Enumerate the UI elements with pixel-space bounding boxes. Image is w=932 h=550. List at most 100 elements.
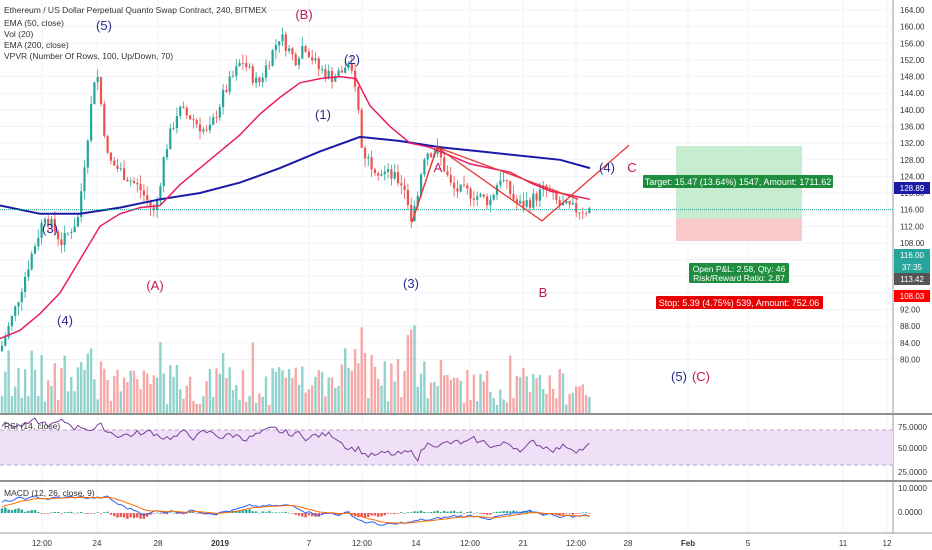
indicator-vpvr[interactable]: VPVR (Number Of Rows, 100, Up/Down, 70) (4, 51, 173, 61)
indicator-ema200[interactable]: EMA (200, close) (4, 40, 69, 50)
volume-bar (301, 366, 304, 413)
macd-hist-bar (162, 513, 165, 514)
candle-body (512, 193, 515, 200)
volume-bar (469, 399, 472, 413)
volume-bar (73, 391, 76, 413)
price-tick-label: 132.00 (900, 139, 925, 148)
macd-hist-bar (271, 512, 274, 514)
macd-hist-bar (40, 513, 43, 514)
candle-body (264, 65, 268, 78)
volume-bar (353, 348, 357, 413)
macd-hist-bar (386, 513, 390, 514)
macd-title[interactable]: MACD (12, 26, close, 9) (4, 488, 95, 498)
volume-bar (317, 370, 320, 413)
candle-body (218, 107, 221, 118)
candle-body (123, 168, 126, 180)
volume-bar (518, 377, 522, 413)
candle-body (86, 140, 89, 168)
candle-body (192, 119, 195, 121)
wave-label[interactable]: (4) (57, 313, 73, 328)
candle-body (228, 76, 231, 92)
candle-body (225, 89, 228, 92)
price-tick-label: 140.00 (900, 106, 925, 115)
wave-label[interactable]: (3) (42, 221, 58, 236)
candle-body (396, 172, 400, 184)
ema50-price-text: 113.42 (900, 275, 924, 284)
volume-bar (99, 361, 103, 413)
macd-hist-bar (581, 512, 584, 514)
macd-pane[interactable]: MACD (12, 26, close, 9) 10.0000 0.0000 (0, 484, 928, 526)
indicator-ema50[interactable]: EMA (50, close) (4, 18, 64, 28)
stop-zone[interactable] (676, 218, 802, 241)
price-tick-label: 88.00 (900, 322, 921, 331)
volume-bar (314, 376, 317, 413)
volume-bar (439, 359, 443, 413)
candle-body (245, 62, 248, 68)
volume-bar (274, 371, 278, 413)
volume-bar (429, 382, 433, 413)
wave-label[interactable]: C (627, 160, 636, 175)
wave-label[interactable]: B (539, 285, 548, 300)
macd-hist-bar (297, 513, 301, 516)
indicator-volume[interactable]: Vol (20) (4, 29, 33, 39)
time-tick-label: 2019 (211, 539, 229, 548)
macd-hist-bar (60, 513, 63, 514)
rsi-title[interactable]: RSI (14, close) (4, 421, 60, 431)
macd-hist-bar (584, 512, 588, 513)
macd-hist-bar (109, 513, 113, 515)
ema200-line[interactable] (0, 135, 591, 215)
candle-body (274, 45, 277, 51)
volume-bar (433, 382, 436, 413)
macd-hist-bar (14, 509, 17, 513)
macd-hist-bar (383, 513, 386, 516)
volume-bar (509, 355, 512, 413)
candle-body (208, 124, 211, 131)
wave-label[interactable]: (3) (403, 276, 419, 291)
rsi-line[interactable] (1, 417, 590, 462)
volume-bar (383, 361, 386, 413)
time-tick-label: 12:00 (32, 539, 53, 548)
candle-body (93, 82, 96, 104)
rsi-tick: 50.0000 (898, 444, 927, 453)
volume-bar (479, 373, 482, 413)
volume-bar (291, 378, 294, 413)
wave-line[interactable] (436, 146, 579, 200)
wave-label[interactable]: (2) (344, 52, 360, 67)
candle-body (60, 239, 63, 245)
rsi-pane[interactable]: RSI (14, close) 75.0000 50.0000 25.0000 (0, 417, 927, 477)
macd-hist-bar (515, 511, 518, 513)
time-axis[interactable]: 12:00 24 28 2019 7 12:00 14 12:00 21 12:00 28 Feb 5 1… (32, 539, 892, 548)
wave-label[interactable]: (C) (692, 369, 710, 384)
long-position-tool[interactable] (676, 146, 802, 241)
candle-body (162, 157, 165, 187)
candle-body (291, 48, 294, 55)
macd-hist-bar (360, 513, 363, 518)
volume-bar (578, 386, 581, 413)
wave-label[interactable]: (A) (146, 278, 163, 293)
volume-bar (159, 342, 162, 413)
volume-bar (139, 389, 142, 413)
last-price-tag (894, 249, 930, 261)
open-pnl-label[interactable]: Open P&L: 2.58, Qty: 46 Risk/Reward Rati… (689, 263, 789, 283)
target-label[interactable]: Target: 15.47 (13.64%) 1547, Amount: 171… (643, 175, 833, 188)
ema50-line[interactable] (0, 75, 591, 340)
wave-label[interactable]: (1) (315, 107, 331, 122)
wave-label[interactable]: (4) (599, 160, 615, 175)
volume-bar (551, 388, 555, 413)
volume-bar (525, 376, 528, 413)
macd-signal-line[interactable] (1, 496, 590, 524)
wave-label[interactable]: (5) (671, 369, 687, 384)
volume-bar (472, 374, 476, 413)
wave-label[interactable]: A (434, 160, 443, 175)
volume-bar (413, 325, 416, 413)
price-tick-label: 108.00 (900, 239, 925, 248)
volume-bar (122, 377, 126, 413)
wave-label[interactable]: (5) (96, 18, 112, 33)
candle-body (314, 58, 317, 61)
macd-hist-bar (70, 511, 73, 513)
wave-label[interactable]: (B) (295, 7, 312, 22)
macd-hist-bar (106, 511, 109, 513)
stop-label[interactable]: Stop: 5.39 (4.75%) 539, Amount: 752.06 (656, 296, 823, 309)
price-tick-label: 112.00 (900, 222, 924, 231)
